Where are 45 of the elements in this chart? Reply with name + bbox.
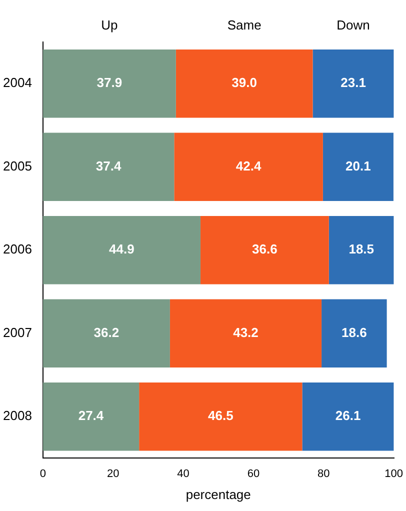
data-label: 42.4	[236, 158, 262, 174]
series-label: Up	[101, 18, 118, 33]
bar	[170, 299, 322, 368]
bar	[312, 49, 394, 118]
bar	[174, 132, 323, 201]
data-label: 20.1	[346, 158, 371, 174]
data-label: 37.4	[96, 158, 122, 174]
series-label: Same	[227, 18, 262, 33]
data-label: 26.1	[335, 408, 361, 424]
bar	[42, 216, 200, 284]
bar	[42, 382, 140, 451]
data-label: 44.9	[109, 242, 134, 257]
x-tick-label: 0	[40, 468, 46, 480]
bar	[42, 299, 170, 368]
data-label: 18.5	[348, 242, 374, 257]
bar	[302, 382, 394, 451]
x-tick-label: 60	[247, 468, 260, 480]
x-axis-title: percentage	[186, 486, 251, 502]
bar	[139, 382, 302, 451]
bar	[42, 132, 174, 201]
x-tick-label: 40	[177, 468, 190, 480]
data-label: 43.2	[233, 324, 258, 340]
y-tick-label: 2004	[3, 75, 32, 90]
data-label: 46.5	[208, 408, 234, 424]
data-label: 23.1	[340, 75, 366, 90]
bar	[200, 216, 329, 284]
y-tick-label: 2008	[3, 408, 32, 424]
bar	[42, 49, 176, 118]
data-label: 36.6	[252, 242, 278, 257]
y-tick-label: 2007	[3, 324, 32, 340]
bar	[176, 49, 313, 118]
bar	[328, 216, 394, 284]
bar	[322, 132, 394, 201]
data-label: 36.2	[94, 324, 120, 340]
y-tick-label: 2005	[3, 158, 32, 174]
x-tick-label: 100	[384, 468, 404, 480]
x-tick-label: 80	[318, 468, 330, 480]
bar	[322, 299, 387, 368]
data-label: 27.4	[78, 408, 104, 424]
data-label: 39.0	[232, 75, 257, 90]
series-label: Down	[336, 18, 370, 33]
data-label: 18.6	[342, 324, 367, 340]
y-tick-label: 2006	[3, 242, 32, 257]
x-tick-label: 20	[106, 468, 120, 480]
data-label: 37.9	[96, 75, 122, 90]
